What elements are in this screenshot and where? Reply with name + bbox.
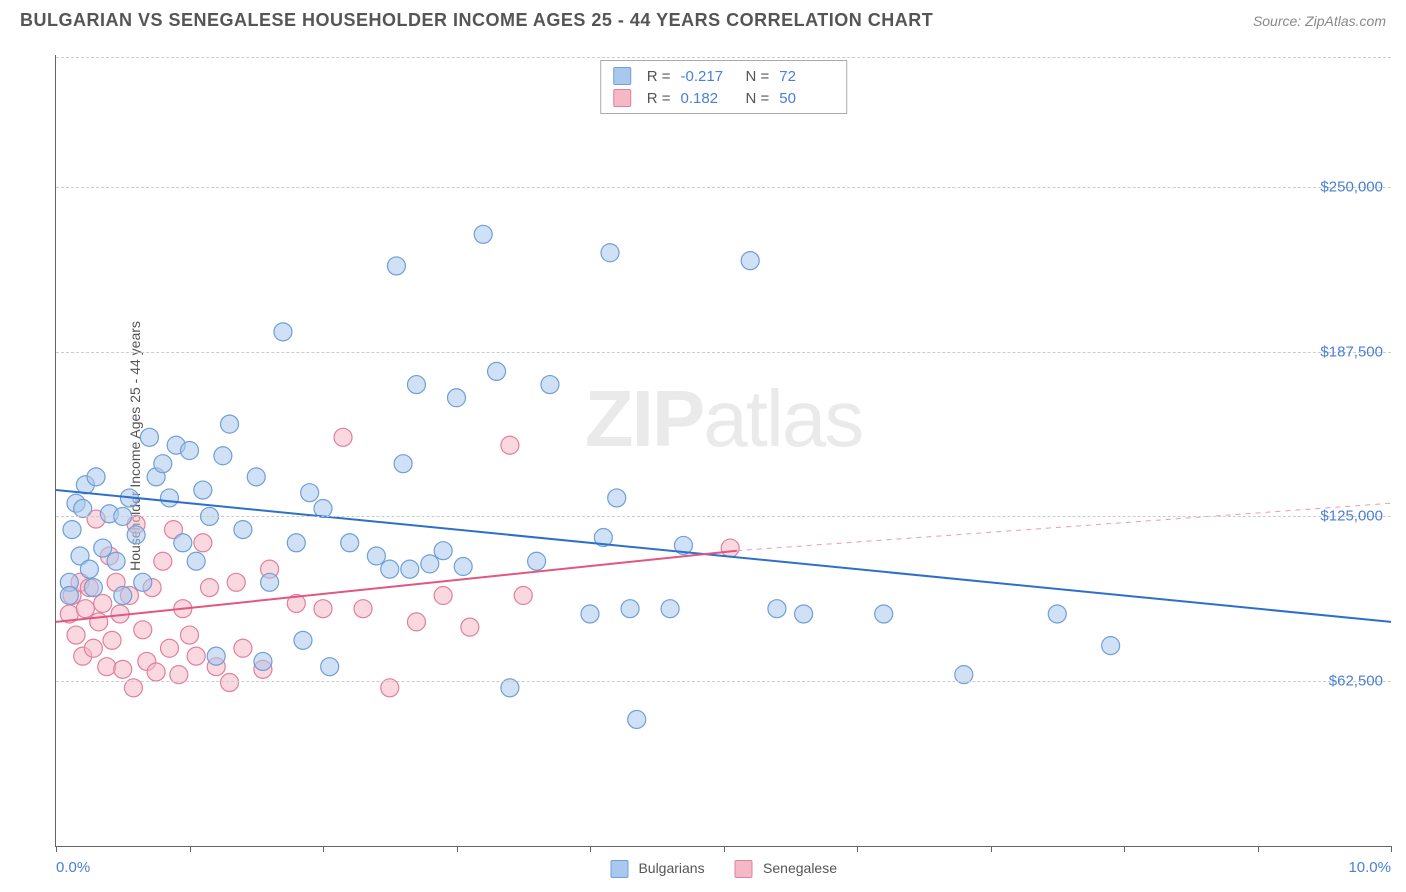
legend-swatch-senegalese <box>613 89 631 107</box>
correlation-legend: R = -0.217 N = 72 R = 0.182 N = 50 <box>600 60 848 114</box>
x-tick <box>991 846 992 852</box>
x-tick <box>857 846 858 852</box>
legend-label-senegalese: Senegalese <box>763 860 837 876</box>
grid-line <box>56 187 1391 188</box>
r-label: R = <box>647 68 671 85</box>
title-bar: BULGARIAN VS SENEGALESE HOUSEHOLDER INCO… <box>0 0 1406 39</box>
y-tick-label: $62,500 <box>1329 673 1383 690</box>
series-legend: Bulgarians Senegalese <box>610 860 837 878</box>
y-tick-label: $250,000 <box>1320 178 1383 195</box>
legend-swatch-bulgarians <box>613 67 631 85</box>
x-axis-end-label: 10.0% <box>1348 859 1391 876</box>
x-tick <box>457 846 458 852</box>
x-tick <box>190 846 191 852</box>
grid-line <box>56 516 1391 517</box>
x-tick <box>724 846 725 852</box>
y-tick-label: $187,500 <box>1320 343 1383 360</box>
legend-row-senegalese: R = 0.182 N = 50 <box>613 87 835 109</box>
legend-swatch-bulgarians-icon <box>610 860 628 878</box>
x-tick <box>590 846 591 852</box>
x-tick <box>1391 846 1392 852</box>
legend-row-bulgarians: R = -0.217 N = 72 <box>613 65 835 87</box>
n-value-senegalese: 50 <box>779 90 834 107</box>
legend-item-bulgarians: Bulgarians <box>610 860 705 878</box>
grid-line <box>56 352 1391 353</box>
x-tick <box>323 846 324 852</box>
x-tick <box>1258 846 1259 852</box>
r-value-senegalese: 0.182 <box>681 90 736 107</box>
x-tick <box>56 846 57 852</box>
chart-svg <box>56 55 1391 846</box>
y-tick-label: $125,000 <box>1320 508 1383 525</box>
legend-swatch-senegalese-icon <box>735 860 753 878</box>
chart-title: BULGARIAN VS SENEGALESE HOUSEHOLDER INCO… <box>20 10 933 31</box>
grid-line <box>56 681 1391 682</box>
x-tick <box>1124 846 1125 852</box>
x-axis-start-label: 0.0% <box>56 859 90 876</box>
legend-label-bulgarians: Bulgarians <box>638 860 704 876</box>
source-text: Source: ZipAtlas.com <box>1253 13 1386 29</box>
n-label: N = <box>746 90 770 107</box>
chart-plot-area: ZIPatlas R = -0.217 N = 72 R = 0.182 N =… <box>55 55 1391 847</box>
r-value-bulgarians: -0.217 <box>681 68 736 85</box>
n-label: N = <box>746 68 770 85</box>
n-value-bulgarians: 72 <box>779 68 834 85</box>
r-label: R = <box>647 90 671 107</box>
legend-item-senegalese: Senegalese <box>735 860 837 878</box>
